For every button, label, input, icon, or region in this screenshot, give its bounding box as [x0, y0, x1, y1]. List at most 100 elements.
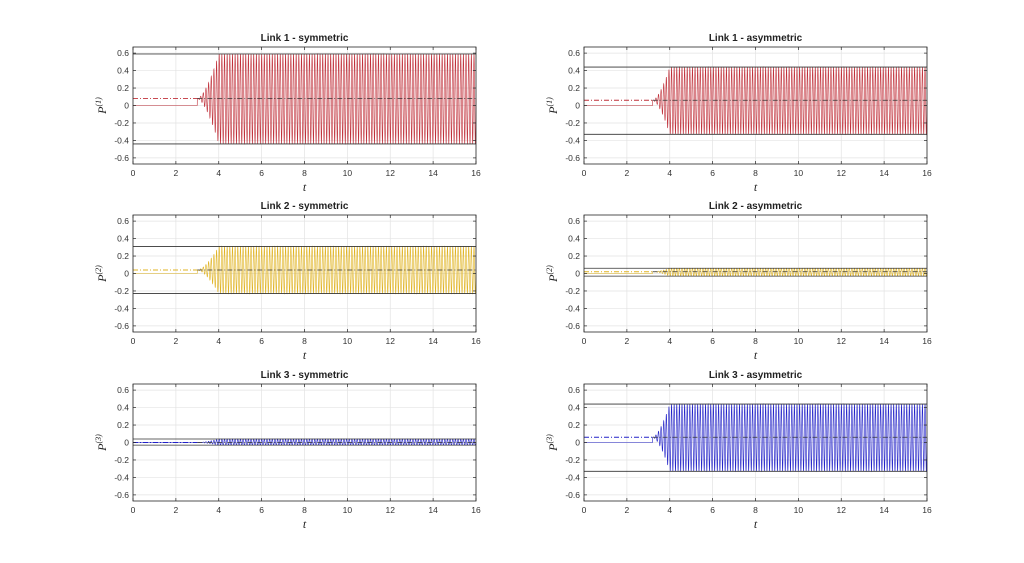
- y-tick-label: 0.4: [117, 234, 129, 244]
- y-tick-label: -0.4: [565, 472, 580, 482]
- y-axis-label: P(1): [94, 97, 109, 115]
- y-tick-label: 0.6: [117, 48, 129, 58]
- x-tick-label: 12: [837, 505, 847, 515]
- y-axis-label-superscript: (1): [545, 97, 554, 107]
- y-tick-label: -0.4: [114, 303, 129, 313]
- y-tick-label: -0.4: [565, 303, 580, 313]
- y-tick-label: 0.4: [568, 66, 580, 76]
- x-tick-label: 0: [582, 505, 587, 515]
- y-axis-label-base: P: [95, 106, 109, 115]
- y-tick-label: -0.2: [565, 286, 580, 296]
- y-tick-label: -0.4: [565, 135, 580, 145]
- x-tick-label: 4: [667, 336, 672, 346]
- subplot-6: 0 2 4 6 8 10 12 14 16 -0.6 -0.4 -0.2 0 0.2 0.4 0.6 Link …: [545, 370, 932, 531]
- subplot-title: Link 2 - symmetric: [261, 201, 349, 212]
- y-tick-label: -0.2: [114, 118, 129, 128]
- y-tick-label: 0.4: [568, 403, 580, 413]
- y-axis-label-superscript: (3): [94, 434, 103, 444]
- x-tick-label: 8: [302, 168, 307, 178]
- y-tick-label: 0.4: [117, 66, 129, 76]
- signal-trace: [584, 66, 928, 136]
- x-tick-label: 16: [471, 168, 481, 178]
- subplot-1: 0 2 4 6 8 10 12 14 16 -0.6 -0.4 -0.2 0 0.2 0.4 0.6 Link …: [94, 33, 481, 194]
- y-axis-label-superscript: (2): [94, 265, 103, 275]
- y-axis-label-base: P: [546, 274, 560, 283]
- x-tick-label: 14: [879, 336, 889, 346]
- x-tick-label: 16: [471, 336, 481, 346]
- x-tick-label: 12: [386, 336, 396, 346]
- y-tick-label: 0.2: [117, 420, 129, 430]
- y-tick-label: 0.6: [568, 48, 580, 58]
- subplot-5: 0 2 4 6 8 10 12 14 16 -0.6 -0.4 -0.2 0 0.2 0.4 0.6 Link …: [94, 370, 481, 531]
- y-tick-label: 0.2: [568, 251, 580, 261]
- x-tick-label: 6: [259, 505, 264, 515]
- x-axis-label: t: [754, 180, 758, 194]
- y-tick-label: -0.2: [114, 286, 129, 296]
- x-tick-label: 12: [386, 505, 396, 515]
- x-tick-label: 8: [302, 336, 307, 346]
- y-tick-label: -0.6: [565, 153, 580, 163]
- y-axis-label: P(3): [545, 434, 560, 452]
- x-tick-label: 0: [131, 505, 136, 515]
- y-tick-label: 0: [575, 101, 580, 111]
- subplot-title: Link 3 - asymmetric: [709, 370, 803, 381]
- x-tick-label: 2: [174, 168, 179, 178]
- signal-trace: [133, 53, 477, 145]
- y-tick-label: 0.6: [117, 216, 129, 226]
- y-tick-label: 0: [575, 269, 580, 279]
- x-tick-label: 8: [753, 336, 758, 346]
- x-tick-label: 10: [794, 168, 804, 178]
- x-tick-label: 10: [343, 168, 353, 178]
- x-tick-label: 4: [216, 336, 221, 346]
- y-tick-label: 0: [575, 438, 580, 448]
- x-tick-label: 6: [259, 336, 264, 346]
- x-tick-label: 6: [710, 168, 715, 178]
- subplot-title: Link 1 - symmetric: [261, 33, 349, 44]
- x-tick-label: 14: [428, 505, 438, 515]
- x-tick-label: 12: [837, 336, 847, 346]
- x-tick-label: 14: [428, 168, 438, 178]
- y-tick-label: 0.2: [117, 83, 129, 93]
- y-tick-label: -0.6: [565, 490, 580, 500]
- y-tick-label: 0: [124, 269, 129, 279]
- x-tick-label: 10: [794, 505, 804, 515]
- subplot-3: 0 2 4 6 8 10 12 14 16 -0.6 -0.4 -0.2 0 0.2 0.4 0.6 Link …: [94, 201, 481, 362]
- x-tick-label: 2: [625, 336, 630, 346]
- y-tick-label: -0.4: [114, 472, 129, 482]
- x-tick-label: 4: [216, 505, 221, 515]
- subplot-4: 0 2 4 6 8 10 12 14 16 -0.6 -0.4 -0.2 0 0.2 0.4 0.6 Link …: [545, 201, 932, 362]
- x-tick-label: 16: [922, 168, 932, 178]
- y-tick-label: -0.6: [565, 321, 580, 331]
- subplot-title: Link 3 - symmetric: [261, 370, 349, 381]
- y-tick-label: -0.2: [565, 118, 580, 128]
- subplot-title: Link 1 - asymmetric: [709, 33, 803, 44]
- x-tick-label: 10: [343, 336, 353, 346]
- x-axis-label: t: [754, 348, 758, 362]
- x-tick-label: 0: [582, 168, 587, 178]
- signal-trace: [584, 403, 928, 473]
- x-tick-label: 16: [471, 505, 481, 515]
- x-axis-label: t: [754, 517, 758, 531]
- x-tick-label: 4: [667, 505, 672, 515]
- subplot-title: Link 2 - asymmetric: [709, 201, 803, 212]
- x-tick-label: 2: [174, 336, 179, 346]
- y-tick-label: -0.6: [114, 321, 129, 331]
- y-tick-label: 0: [124, 101, 129, 111]
- x-tick-label: 0: [582, 336, 587, 346]
- x-tick-label: 8: [302, 505, 307, 515]
- x-tick-label: 8: [753, 505, 758, 515]
- x-tick-label: 2: [625, 505, 630, 515]
- x-tick-label: 4: [667, 168, 672, 178]
- y-axis-label-base: P: [95, 274, 109, 283]
- y-tick-label: 0: [124, 438, 129, 448]
- y-tick-label: -0.6: [114, 490, 129, 500]
- signal-trace: [584, 267, 928, 277]
- x-tick-label: 0: [131, 336, 136, 346]
- y-tick-label: 0.6: [117, 385, 129, 395]
- y-axis-label: P(1): [545, 97, 560, 115]
- y-axis-label-superscript: (3): [545, 434, 554, 444]
- x-tick-label: 12: [386, 168, 396, 178]
- x-tick-label: 16: [922, 505, 932, 515]
- x-axis-label: t: [303, 348, 307, 362]
